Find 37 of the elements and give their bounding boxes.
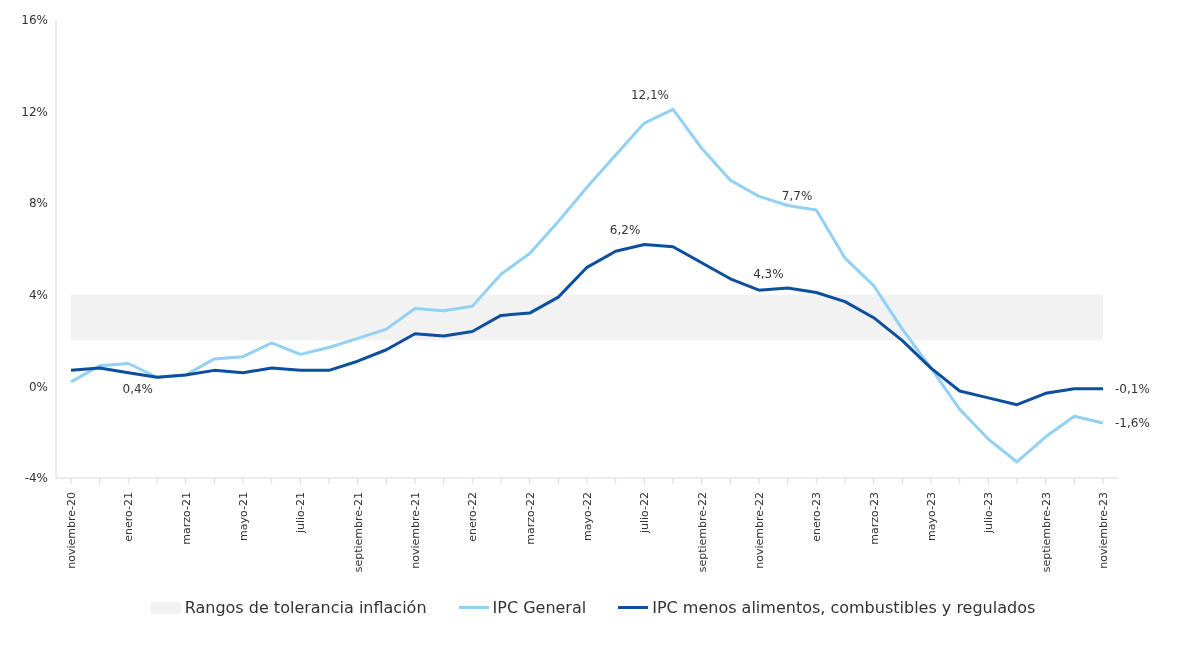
x-tick-label: enero-23 (810, 492, 824, 542)
x-tick-label: marzo-21 (179, 492, 193, 545)
x-tick-label: septiembre-23 (1039, 492, 1053, 573)
x-tick-label: septiembre-21 (351, 492, 365, 573)
data-label: 0,4% (122, 382, 153, 397)
data-label: 12,1% (630, 88, 669, 103)
x-tick-label: noviembre-23 (1097, 492, 1110, 569)
legend-label: Rangos de tolerancia inflación (184, 598, 427, 617)
data-label: 6,2% (609, 223, 641, 238)
x-tick-label: julio-21 (294, 492, 308, 535)
data-label: -1,6% (1115, 416, 1150, 431)
line-series (69, 107, 1105, 464)
x-tick-label: septiembre-22 (695, 492, 709, 573)
y-tick-label: 16% (21, 13, 48, 28)
x-tick-label: mayo-22 (581, 492, 594, 541)
legend-label: IPC General (492, 598, 587, 617)
line-series (69, 242, 1105, 407)
x-tick-label: mayo-21 (237, 492, 250, 541)
x-tick-label: julio-22 (638, 492, 652, 535)
x-tick-label: mayo-23 (925, 492, 938, 541)
data-label: -0,1% (1115, 381, 1150, 396)
y-tick-label: 0% (28, 379, 48, 394)
x-tick-label: marzo-23 (867, 492, 881, 545)
legend-label: IPC menos alimentos, combustibles y regulados (652, 598, 1036, 617)
x-tick-label: enero-22 (466, 492, 480, 542)
x-tick-label: noviembre-22 (753, 492, 766, 569)
y-tick-label: 4% (28, 288, 48, 303)
y-tick-label: 12% (21, 104, 48, 119)
y-tick-label: -4% (24, 471, 48, 486)
y-tick-label: 8% (28, 196, 48, 211)
x-tick-label: julio-23 (982, 492, 996, 535)
data-label: 7,7% (781, 189, 813, 204)
x-tick-label: marzo-22 (523, 492, 537, 545)
data-label: 4,3% (753, 266, 784, 281)
x-tick-label: enero-21 (122, 492, 136, 542)
x-tick-label: noviembre-21 (409, 492, 422, 569)
x-tick-label: noviembre-20 (65, 492, 78, 569)
